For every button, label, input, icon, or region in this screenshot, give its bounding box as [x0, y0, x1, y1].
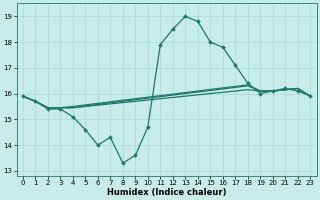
- X-axis label: Humidex (Indice chaleur): Humidex (Indice chaleur): [107, 188, 226, 197]
